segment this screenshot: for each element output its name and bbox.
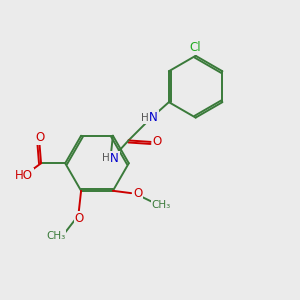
Text: O: O: [35, 131, 44, 144]
Text: N: N: [110, 152, 119, 165]
Text: Cl: Cl: [190, 41, 202, 54]
Text: CH₃: CH₃: [46, 231, 65, 241]
Text: O: O: [75, 212, 84, 225]
Text: CH₃: CH₃: [152, 200, 171, 210]
Text: O: O: [152, 135, 162, 148]
Text: O: O: [133, 187, 142, 200]
Text: N: N: [149, 111, 158, 124]
Text: HO: HO: [15, 169, 33, 182]
Text: H: H: [141, 113, 148, 123]
Text: H: H: [102, 153, 110, 163]
